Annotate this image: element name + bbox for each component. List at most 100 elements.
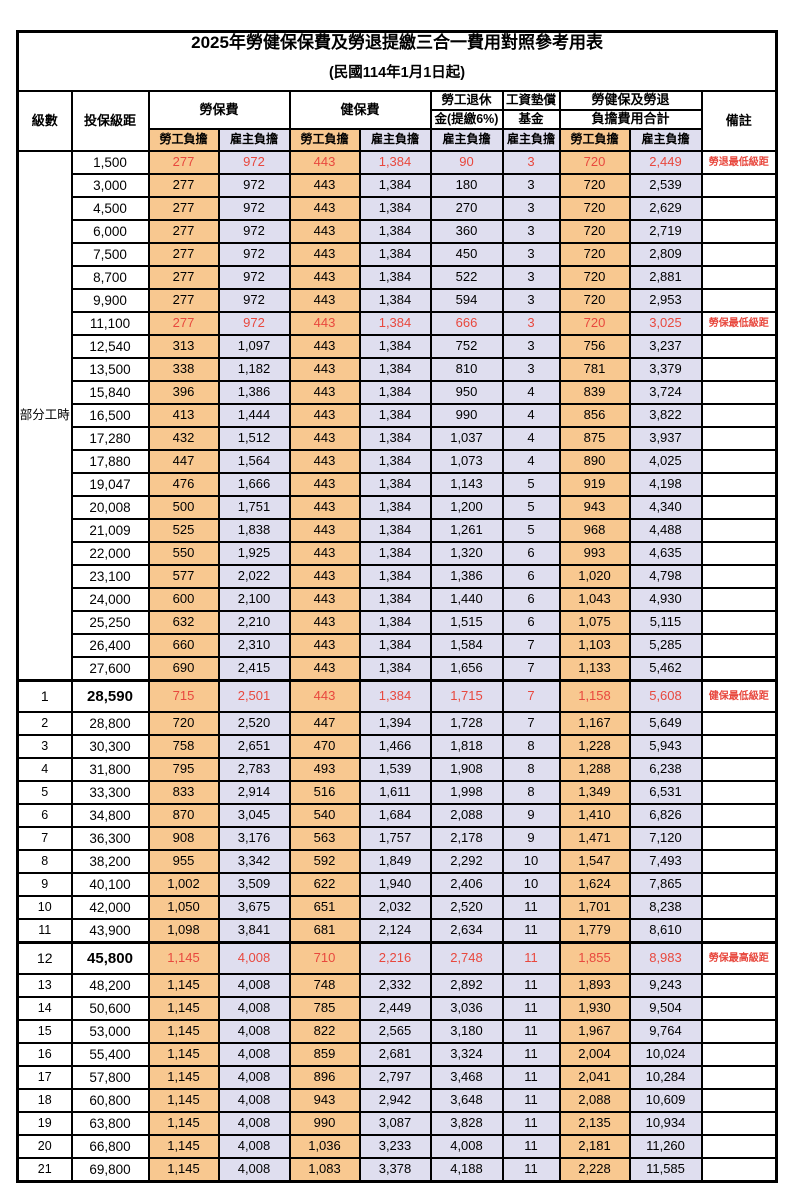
amount-cell: 6,531	[628, 780, 703, 805]
salary-bracket-cell: 33,300	[70, 780, 150, 805]
remark-cell	[700, 449, 778, 474]
amount-cell: 1,925	[217, 541, 291, 566]
amount-cell: 875	[558, 426, 631, 451]
amount-cell: 972	[217, 288, 291, 313]
amount-cell: 7	[501, 656, 561, 682]
amount-cell: 2,449	[358, 996, 432, 1021]
amount-cell: 660	[147, 633, 220, 658]
table-body: 部分工時 1,500 277 972 443 1,384 90 3 720 2,449 勞退最低級距…	[16, 150, 778, 1183]
amount-cell: 943	[558, 495, 631, 520]
amount-cell: 1,384	[358, 426, 432, 451]
table-row: 26,400 660 2,310 443 1,384 1,584 7 1,103 5,285	[18, 633, 778, 658]
amount-cell: 856	[558, 403, 631, 428]
amount-cell: 1,384	[358, 587, 432, 612]
amount-cell: 3	[501, 173, 561, 198]
remark-cell	[700, 1111, 778, 1136]
amount-cell: 2,292	[429, 849, 504, 874]
amount-cell: 3,378	[358, 1157, 432, 1183]
remark-cell	[700, 518, 778, 543]
salary-bracket-cell: 24,000	[70, 587, 150, 612]
amount-cell: 277	[147, 219, 220, 244]
amount-cell: 2,634	[429, 918, 504, 944]
table-row: 19 63,800 1,145 4,008 990 3,087 3,828 11 2,135 10…	[16, 1111, 778, 1136]
salary-bracket-cell: 16,500	[70, 403, 150, 428]
amount-cell: 5,943	[628, 734, 703, 759]
amount-cell: 1,384	[358, 265, 432, 290]
amount-cell: 3,937	[628, 426, 703, 451]
amount-cell: 4,008	[217, 973, 291, 998]
amount-cell: 690	[147, 656, 220, 682]
amount-cell: 4,635	[628, 541, 703, 566]
amount-cell: 1,624	[558, 872, 631, 897]
amount-cell: 443	[288, 679, 361, 713]
table-row: 2 28,800 720 2,520 447 1,394 1,728 7 1,167 5,649	[16, 711, 778, 736]
amount-cell: 11	[501, 941, 561, 975]
amount-cell: 1,384	[358, 403, 432, 428]
amount-cell: 313	[147, 334, 220, 359]
amount-cell: 6	[501, 587, 561, 612]
salary-bracket-cell: 60,800	[70, 1088, 150, 1113]
remark-cell	[700, 849, 778, 874]
remark-cell	[700, 242, 778, 267]
remark-cell	[700, 780, 778, 805]
amount-cell: 785	[288, 996, 361, 1021]
amount-cell: 890	[558, 449, 631, 474]
amount-cell: 870	[147, 803, 220, 828]
amount-cell: 2,565	[358, 1019, 432, 1044]
amount-cell: 577	[147, 564, 220, 589]
amount-cell: 5,608	[628, 679, 703, 713]
amount-cell: 6,238	[628, 757, 703, 782]
level-cell: 11	[16, 918, 73, 944]
level-cell: 5	[16, 780, 73, 805]
amount-cell: 2,748	[429, 941, 504, 975]
amount-cell: 10,609	[628, 1088, 703, 1113]
amount-cell: 10	[501, 872, 561, 897]
salary-bracket-cell: 45,800	[70, 941, 150, 975]
amount-cell: 2,406	[429, 872, 504, 897]
amount-cell: 720	[558, 265, 631, 290]
amount-cell: 1,384	[358, 541, 432, 566]
amount-cell: 7,120	[628, 826, 703, 851]
amount-cell: 443	[288, 587, 361, 612]
amount-cell: 2,100	[217, 587, 291, 612]
amount-cell: 1,145	[147, 941, 220, 975]
amount-cell: 277	[147, 311, 220, 336]
remark-cell	[700, 734, 778, 759]
amount-cell: 4,008	[217, 1042, 291, 1067]
amount-cell: 1,073	[429, 449, 504, 474]
amount-cell: 720	[558, 288, 631, 313]
amount-cell: 277	[147, 173, 220, 198]
subheader-health-ins-employer: 雇主負擔	[358, 128, 432, 152]
amount-cell: 447	[147, 449, 220, 474]
amount-cell: 4,340	[628, 495, 703, 520]
remark-cell	[700, 564, 778, 589]
amount-cell: 1,075	[558, 610, 631, 635]
amount-cell: 9	[501, 803, 561, 828]
salary-bracket-cell: 22,000	[70, 541, 150, 566]
amount-cell: 500	[147, 495, 220, 520]
amount-cell: 7,865	[628, 872, 703, 897]
amount-cell: 3	[501, 242, 561, 267]
salary-bracket-cell: 28,590	[70, 679, 150, 713]
amount-cell: 1,386	[217, 380, 291, 405]
remark-cell	[700, 757, 778, 782]
salary-bracket-cell: 17,280	[70, 426, 150, 451]
amount-cell: 666	[429, 311, 504, 336]
amount-cell: 10,934	[628, 1111, 703, 1136]
table-row: 6,000 277 972 443 1,384 360 3 720 2,719	[18, 219, 778, 244]
level-cell: 19	[16, 1111, 73, 1136]
amount-cell: 2,310	[217, 633, 291, 658]
remark-cell	[700, 656, 778, 682]
amount-cell: 443	[288, 633, 361, 658]
amount-cell: 443	[288, 656, 361, 682]
amount-cell: 859	[288, 1042, 361, 1067]
data-table: 2025年勞健保保費及勞退提繳三合一費用對照參考用表 (民國114年1月1日起)…	[16, 30, 779, 1183]
amount-cell: 972	[217, 150, 291, 175]
amount-cell: 11,260	[628, 1134, 703, 1159]
amount-cell: 1,103	[558, 633, 631, 658]
amount-cell: 950	[429, 380, 504, 405]
table-row: 1 28,590 715 2,501 443 1,384 1,715 7 1,158 5,608 健…	[16, 679, 778, 713]
amount-cell: 681	[288, 918, 361, 944]
salary-bracket-cell: 31,800	[70, 757, 150, 782]
amount-cell: 447	[288, 711, 361, 736]
